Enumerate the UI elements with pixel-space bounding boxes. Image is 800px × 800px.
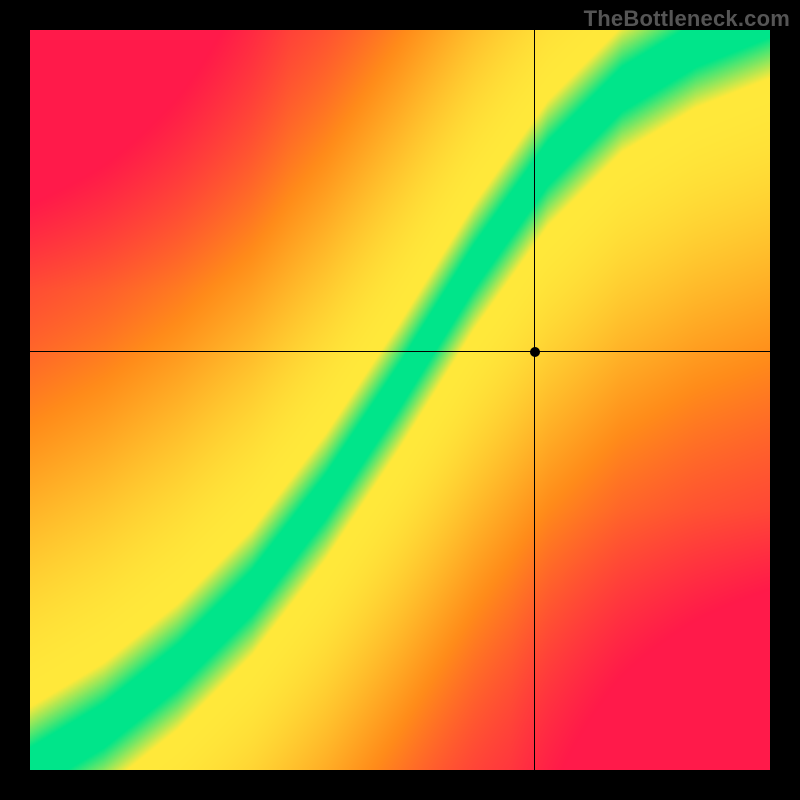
watermark-text: TheBottleneck.com <box>584 6 790 32</box>
crosshair-vertical <box>534 30 535 770</box>
chart-container: TheBottleneck.com <box>0 0 800 800</box>
crosshair-marker <box>530 347 540 357</box>
crosshair-horizontal <box>30 351 770 352</box>
heatmap-canvas <box>30 30 770 770</box>
plot-area <box>30 30 770 770</box>
